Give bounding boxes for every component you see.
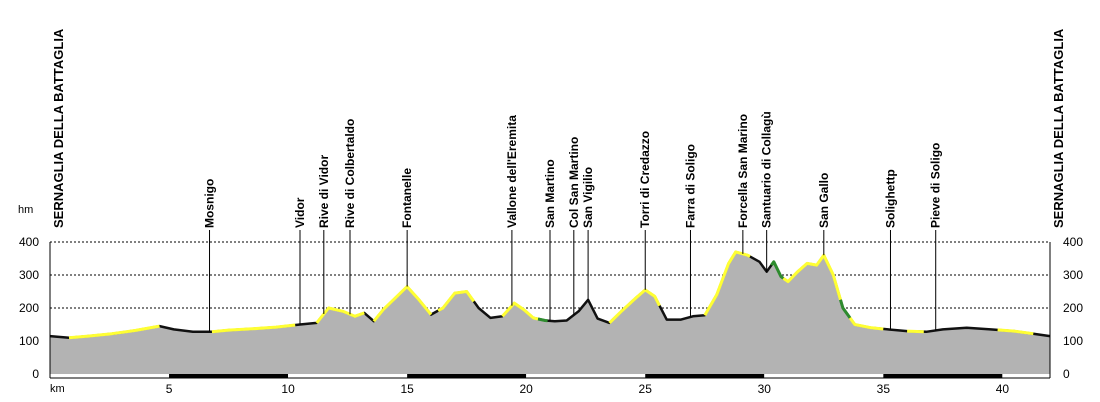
start-location-label: SERNAGLIA DELLA BATTAGLIA (51, 28, 66, 228)
elevation-area (50, 251, 1050, 374)
waypoint-label: Vallone dell'Eremita (505, 115, 519, 228)
x-tick-label: 5 (166, 382, 173, 396)
waypoint-label: Solighettp (883, 169, 897, 228)
y-tick-label-left: 100 (19, 334, 39, 348)
y-tick-label-right: 0 (1063, 367, 1070, 381)
x-axis-unit-label: km (50, 383, 65, 395)
waypoint-label: San Gallo (817, 173, 831, 228)
y-tick-label-right: 200 (1063, 301, 1083, 315)
grade-segment-moderate (782, 253, 842, 301)
waypoint-label: Forcella San Marino (736, 114, 750, 228)
waypoint-label: Rive di Colbertaldo (343, 119, 357, 228)
waypoint-label: Farra di Soligo (683, 144, 697, 228)
x-axis-scale-segment (288, 374, 408, 378)
waypoint-label: Vidor (293, 197, 307, 228)
y-tick-label-right: 400 (1063, 235, 1083, 249)
waypoint-label: San Martino (543, 159, 557, 228)
y-tick-label-left: 0 (32, 367, 39, 381)
y-tick-label-left: 200 (19, 301, 39, 315)
x-axis-scale-segment (645, 374, 765, 378)
x-tick-label: 30 (758, 382, 772, 396)
grade-segment-moderate (372, 285, 433, 323)
x-tick-label: 20 (520, 382, 534, 396)
x-tick-label: 10 (281, 382, 295, 396)
waypoint-label: Mosnigo (203, 179, 217, 228)
waypoint-label: Pieve di Soligo (929, 143, 943, 228)
y-tick-label-right: 300 (1063, 268, 1083, 282)
x-axis-scale-segment (526, 374, 646, 378)
waypoint-label: Col San Martino (567, 137, 581, 228)
end-location-label: SERNAGLIA DELLA BATTAGLIA (1051, 28, 1066, 228)
grade-segment-moderate (437, 290, 476, 312)
y-tick-label-left: 300 (19, 268, 39, 282)
y-axis-unit-label: hm (18, 204, 33, 216)
waypoint-label: Santuario di Collagù (760, 111, 774, 228)
waypoint-label: Torri di Credazzo (638, 131, 652, 228)
y-tick-label-left: 400 (19, 235, 39, 249)
y-tick-label-right: 100 (1063, 334, 1083, 348)
grade-segment-moderate (703, 250, 751, 317)
x-axis-scale-segment (407, 374, 527, 378)
x-tick-label: 15 (400, 382, 414, 396)
x-tick-label: 40 (996, 382, 1010, 396)
grade-segment-moderate (211, 323, 296, 334)
waypoint-label: Rive di Vidor (317, 155, 331, 228)
axes: 5 10 15 20 25 30 35 40 (49, 242, 1051, 396)
x-axis-scale-segment (883, 374, 1003, 378)
grade-segment-moderate (68, 324, 160, 340)
x-tick-label: 25 (639, 382, 653, 396)
x-tick-label: 35 (877, 382, 891, 396)
x-axis-scale-segment (50, 374, 170, 378)
grade-segment-moderate (907, 329, 924, 334)
grade-segment-steep (839, 299, 852, 319)
grade-segment-steep (537, 317, 548, 323)
grade-segment-moderate (608, 288, 661, 324)
grade-segment-steep (770, 260, 785, 280)
x-axis-scale-segment (169, 374, 289, 378)
grade-segment-moderate (997, 328, 1034, 336)
x-axis-scale-segment (1002, 374, 1050, 378)
x-axis-scale-segment (764, 374, 884, 378)
waypoint-label: Fontanelle (400, 168, 414, 228)
waypoints: Mosnigo Vidor Rive di Vidor Rive di Colbert… (203, 111, 943, 332)
waypoint-label: San Vigilio (581, 167, 595, 228)
grade-segment-moderate (315, 306, 365, 324)
grade-segments (68, 250, 1034, 340)
grade-segment-moderate (501, 301, 539, 321)
grade-segment-moderate (848, 317, 884, 331)
